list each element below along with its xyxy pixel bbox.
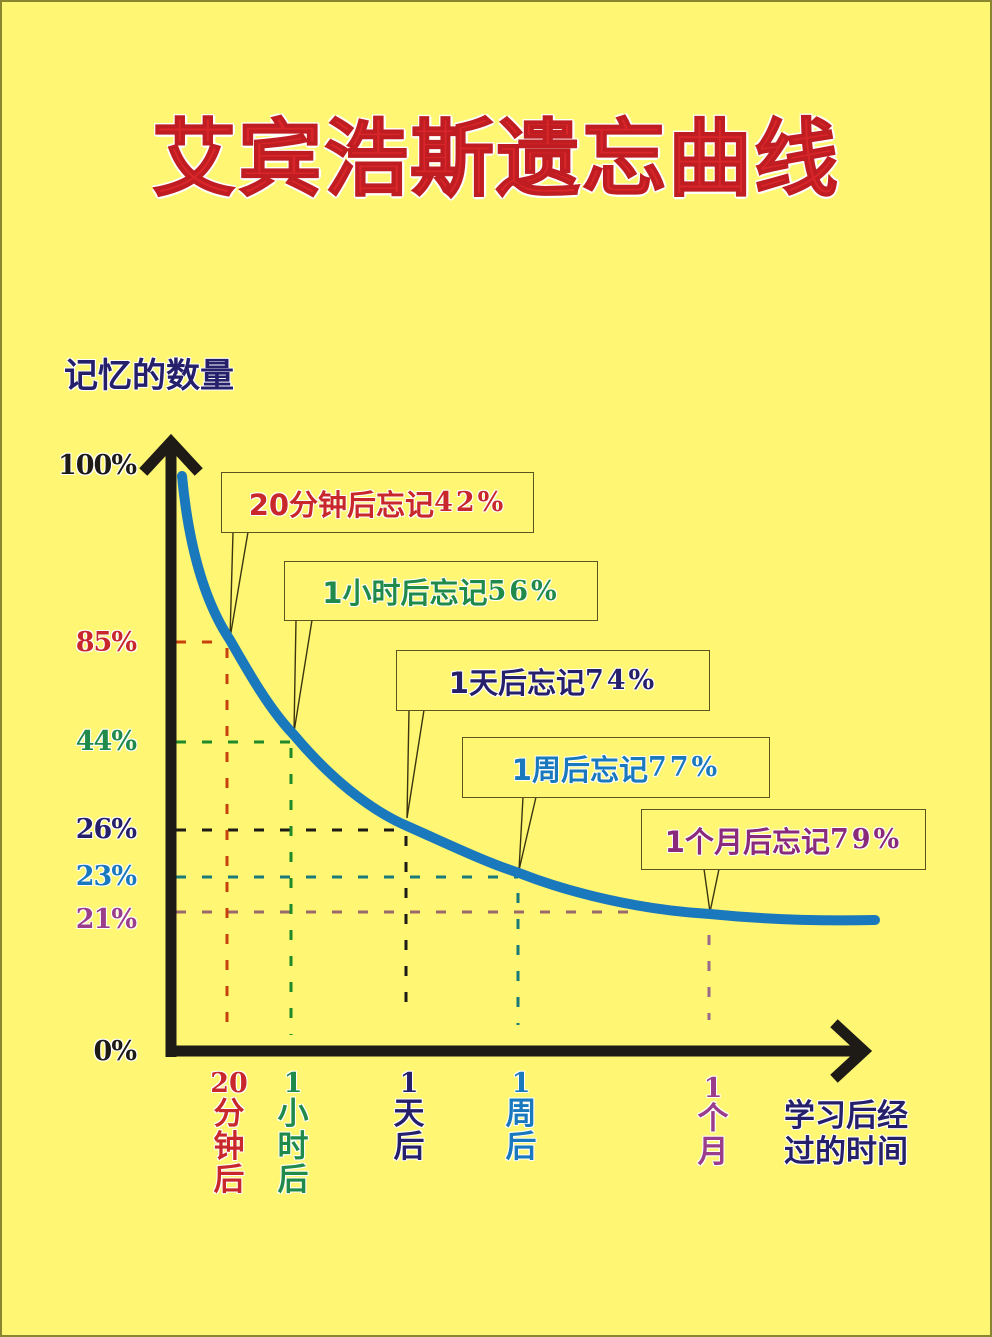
- y-tick-100: 100%: [57, 450, 137, 481]
- x-category-1-day: 1 天 后: [384, 1070, 434, 1164]
- x-category-1-month: 1 个 月: [688, 1075, 738, 1169]
- x-category-char: 分: [213, 1096, 245, 1132]
- x-category-number: 1: [399, 1068, 419, 1099]
- x-axis-label: 学习后经 过的时间: [784, 1098, 908, 1170]
- x-category-char: 天: [393, 1096, 425, 1132]
- callout-1-hour: 1小时后忘记 56%: [284, 561, 598, 621]
- callout-text: 1小时后忘记: [322, 576, 488, 610]
- callout-text: 1周后忘记: [511, 752, 648, 787]
- callout-percent: 42%: [434, 487, 507, 518]
- callout-percent: 77%: [647, 752, 721, 783]
- callout-text: 20分钟后忘记: [248, 487, 435, 522]
- x-category-number: 1: [283, 1068, 303, 1099]
- pointer-1w: [518, 796, 537, 871]
- x-category-char: 后: [213, 1162, 245, 1198]
- pointer-20m: [229, 531, 249, 639]
- y-tick-21: 21%: [75, 904, 137, 935]
- x-category-char: 月: [697, 1134, 729, 1170]
- pointer-1m: [703, 868, 720, 913]
- callout-1-month: 1个月后忘记 79%: [641, 809, 926, 870]
- axes: [139, 433, 873, 1083]
- callout-percent: 79%: [829, 824, 903, 855]
- x-category-char: 周: [505, 1096, 537, 1132]
- chart-title: 艾宾浩斯遗忘曲线: [151, 109, 840, 209]
- y-tick-26: 26%: [75, 814, 137, 845]
- x-category-char: 小: [277, 1096, 309, 1132]
- pointer-1d: [406, 709, 425, 819]
- horizontal-guides: [176, 640, 640, 914]
- x-category-number: 20: [210, 1068, 248, 1099]
- callout-percent: 74%: [584, 665, 658, 696]
- x-axis-arrow-icon: [830, 1019, 873, 1083]
- pointer-1h: [293, 619, 313, 733]
- x-category-char: 个: [697, 1101, 729, 1137]
- callout-percent: 56%: [487, 575, 560, 607]
- callout-20-minutes: 20分钟后忘记 42%: [221, 472, 534, 533]
- x-category-20-minutes: 20 分 钟 后: [204, 1070, 254, 1197]
- y-tick-85: 85%: [75, 627, 137, 658]
- callout-1-week: 1周后忘记 77%: [462, 737, 770, 798]
- x-category-number: 1: [511, 1068, 531, 1099]
- forgetting-curve: [177, 471, 880, 926]
- x-category-1-hour: 1 小 时 后: [268, 1070, 318, 1197]
- x-category-number: 1: [703, 1073, 723, 1104]
- x-category-char: 后: [505, 1129, 537, 1165]
- x-axis-label-line1: 学习后经: [784, 1098, 908, 1134]
- callout-text: 1个月后忘记: [664, 824, 830, 859]
- callout-text: 1天后忘记: [448, 665, 585, 700]
- x-category-char: 后: [393, 1129, 425, 1165]
- x-category-char: 后: [277, 1162, 309, 1198]
- callout-1-day: 1天后忘记 74%: [396, 650, 710, 711]
- y-tick-23: 23%: [75, 861, 137, 892]
- y-axis-arrow-icon: [139, 433, 203, 476]
- y-tick-0: 0%: [93, 1036, 137, 1067]
- y-tick-44: 44%: [75, 726, 137, 757]
- x-category-1-week: 1 周 后: [496, 1070, 546, 1164]
- vertical-guides: [225, 648, 711, 1035]
- x-axis-label-line2: 过的时间: [784, 1134, 908, 1170]
- y-axis-label: 记忆的数量: [64, 356, 234, 396]
- x-category-char: 钟: [213, 1129, 245, 1165]
- x-category-char: 时: [277, 1129, 309, 1165]
